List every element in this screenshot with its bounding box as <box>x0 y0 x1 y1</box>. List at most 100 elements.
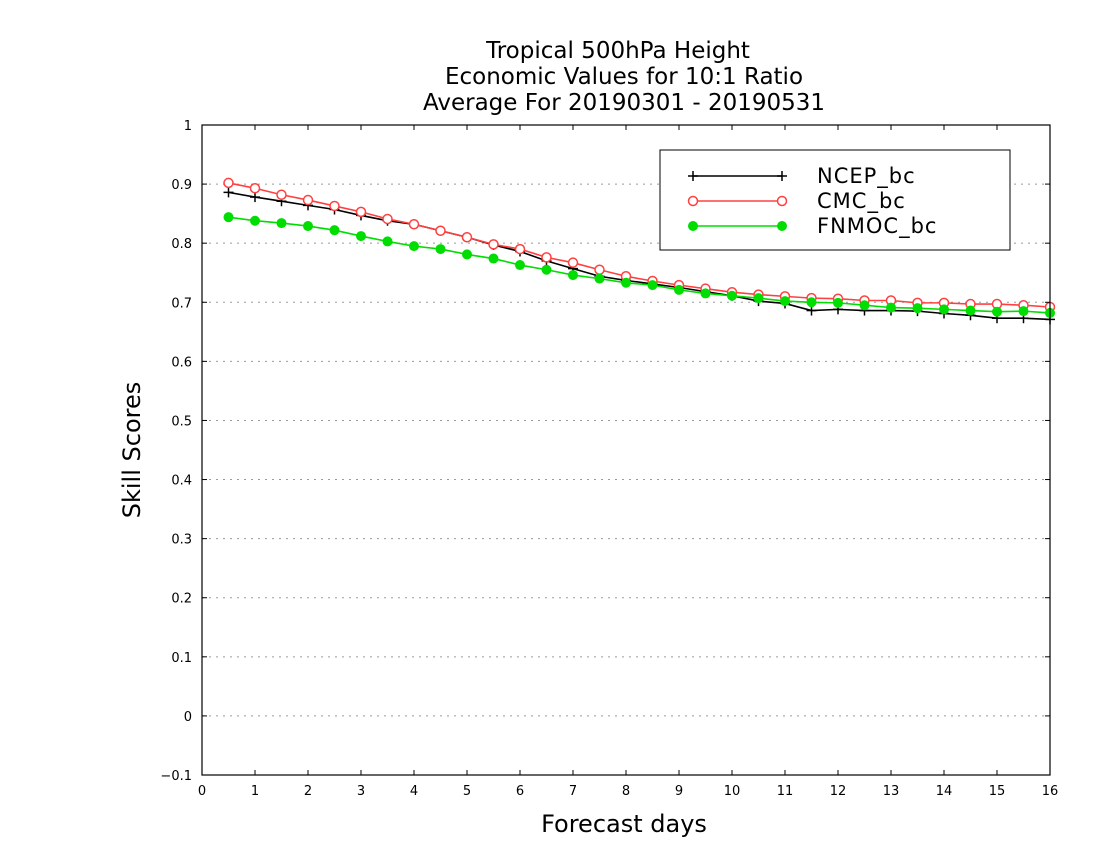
data-point <box>674 284 684 295</box>
data-point <box>276 218 287 229</box>
legend-label: NCEP_bc <box>817 164 916 189</box>
data-point <box>727 290 737 301</box>
data-point <box>647 280 658 291</box>
x-tick-label: 15 <box>989 784 1006 799</box>
data-point <box>329 225 340 236</box>
x-tick-label: 10 <box>724 784 741 799</box>
x-tick-label: 13 <box>883 784 900 799</box>
axis-ticks: −0.100.10.20.30.40.50.60.70.80.910 1 2 3 4 5 6… <box>160 119 1058 799</box>
x-tick-label: 11 <box>777 784 794 799</box>
y-tick-label: 0.1 <box>171 651 192 666</box>
legend-item-fnmoc-bc: FNMOC_bc <box>688 214 937 239</box>
data-point <box>223 212 234 223</box>
data-point <box>780 296 790 307</box>
data-point <box>409 241 419 252</box>
data-point <box>568 270 578 281</box>
data-point <box>621 277 631 288</box>
data-point <box>859 300 870 311</box>
data-point <box>276 189 287 200</box>
data-point <box>806 297 817 308</box>
data-point <box>356 231 366 242</box>
data-point <box>462 249 472 260</box>
y-tick-label: 0.5 <box>171 414 192 429</box>
y-tick-label: 0.8 <box>171 237 192 252</box>
x-tick-label: 0 <box>198 784 206 799</box>
data-point <box>435 244 446 255</box>
title-line-2: Economic Values for 10:1 Ratio <box>445 64 803 90</box>
x-tick-label: 3 <box>357 784 365 799</box>
data-point <box>567 257 579 268</box>
y-tick-label: 1 <box>184 119 192 134</box>
data-point <box>886 302 896 313</box>
title-line-1: Tropical 500hPa Height <box>485 38 750 64</box>
data-point <box>541 264 552 275</box>
legend-marker <box>777 221 787 231</box>
data-point <box>461 232 473 243</box>
data-point <box>515 260 525 271</box>
x-tick-label: 6 <box>516 784 524 799</box>
data-point <box>223 187 234 198</box>
x-tick-label: 16 <box>1042 784 1059 799</box>
data-point <box>912 303 923 314</box>
data-point <box>302 194 314 206</box>
data-point <box>223 177 234 189</box>
y-tick-label: −0.1 <box>160 769 192 784</box>
legend-item-ncep-bc: NCEP_bc <box>688 164 916 189</box>
x-tick-label: 9 <box>675 784 683 799</box>
legend-label: FNMOC_bc <box>817 214 937 239</box>
y-tick-label: 0.7 <box>171 296 192 311</box>
data-point <box>382 236 393 247</box>
x-tick-label: 8 <box>622 784 630 799</box>
x-tick-label: 2 <box>304 784 312 799</box>
series-layer <box>223 177 1056 325</box>
legend-label: CMC_bc <box>817 189 906 214</box>
data-point <box>1018 306 1029 317</box>
data-point <box>700 288 711 299</box>
x-tick-label: 12 <box>830 784 847 799</box>
y-tick-label: 0 <box>184 710 192 725</box>
grid <box>202 183 1050 717</box>
data-point <box>833 297 843 308</box>
x-axis-label: Forecast days <box>541 810 707 838</box>
x-tick-label: 5 <box>463 784 471 799</box>
data-point <box>488 239 499 250</box>
data-point <box>329 200 340 212</box>
data-point <box>541 252 552 263</box>
chart-title: Tropical 500hPa Height Economic Values f… <box>423 38 825 116</box>
x-tick-label: 1 <box>251 784 259 799</box>
x-tick-label: 4 <box>410 784 418 799</box>
data-point <box>408 219 420 230</box>
data-point <box>594 273 605 284</box>
legend-item-cmc-bc: CMC_bc <box>687 189 906 214</box>
data-point <box>382 213 393 225</box>
x-tick-label: 7 <box>569 784 577 799</box>
data-point <box>992 306 1002 317</box>
legend-marker <box>688 221 698 231</box>
data-point <box>250 215 260 226</box>
legend-marker <box>687 195 699 207</box>
legend-marker <box>688 171 698 181</box>
legend-marker <box>777 171 787 181</box>
data-point <box>249 182 261 194</box>
title-line-3: Average For 20190301 - 20190531 <box>423 90 825 116</box>
data-point <box>488 253 499 264</box>
data-point <box>514 243 526 255</box>
legend-marker <box>776 195 788 207</box>
data-point <box>250 192 260 203</box>
data-point <box>435 225 446 237</box>
y-tick-label: 0.4 <box>171 474 192 489</box>
y-tick-label: 0.6 <box>171 355 192 370</box>
y-tick-label: 0.9 <box>171 178 192 193</box>
data-point <box>303 221 313 232</box>
y-tick-label: 0.3 <box>171 533 192 548</box>
data-point <box>939 304 949 315</box>
x-tick-label: 14 <box>936 784 953 799</box>
y-tick-label: 0.2 <box>171 592 192 607</box>
series-fnmoc-bc <box>223 212 1055 318</box>
data-point <box>355 206 367 218</box>
y-axis-label: Skill Scores <box>118 382 146 519</box>
data-point <box>965 305 976 316</box>
